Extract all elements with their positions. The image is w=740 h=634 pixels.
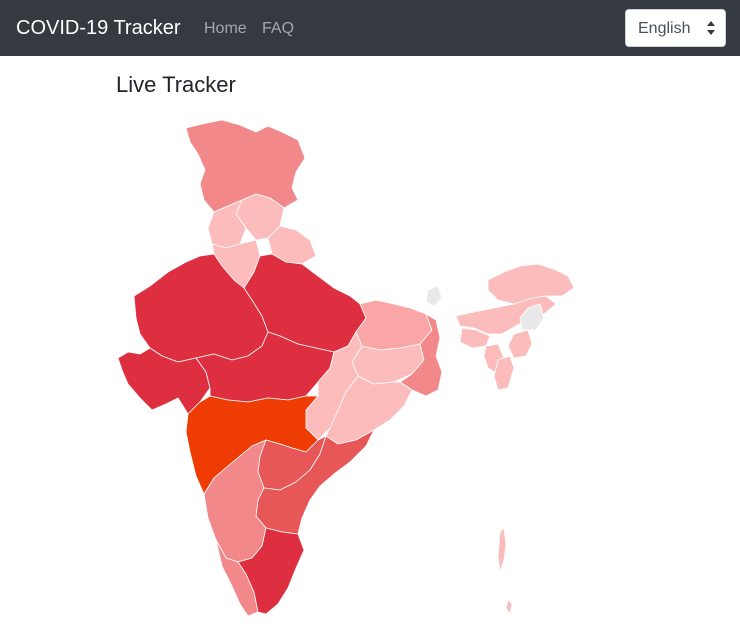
- state-tamil-nadu[interactable]: [237, 527, 305, 615]
- india-choropleth-map: [117, 119, 575, 617]
- state-mizoram[interactable]: [493, 355, 515, 391]
- state-nagaland[interactable]: [519, 303, 545, 331]
- nav-link-faq[interactable]: FAQ: [262, 20, 295, 37]
- state-sikkim[interactable]: [425, 285, 443, 307]
- state-west-bengal[interactable]: [399, 313, 443, 397]
- state-punjab[interactable]: [207, 199, 247, 249]
- state-assam[interactable]: [455, 295, 557, 335]
- language-select-value: English: [638, 20, 691, 37]
- state-nicobar-islands[interactable]: [505, 599, 513, 615]
- state-bihar[interactable]: [355, 299, 433, 351]
- nav-link-home[interactable]: Home: [204, 20, 247, 37]
- brand-link[interactable]: COVID-19 Tracker: [16, 17, 181, 39]
- state-andaman-nicobar[interactable]: [497, 527, 507, 573]
- select-caret-icon: [707, 21, 715, 35]
- state-gujarat[interactable]: [117, 347, 211, 415]
- state-jammu-kashmir[interactable]: [185, 119, 306, 213]
- navbar: COVID-19 Tracker Home FAQ English: [0, 0, 740, 56]
- language-select[interactable]: English: [625, 9, 726, 47]
- state-arunachal-pradesh[interactable]: [487, 263, 575, 305]
- page-title: Live Tracker: [116, 72, 236, 97]
- state-manipur[interactable]: [507, 329, 533, 359]
